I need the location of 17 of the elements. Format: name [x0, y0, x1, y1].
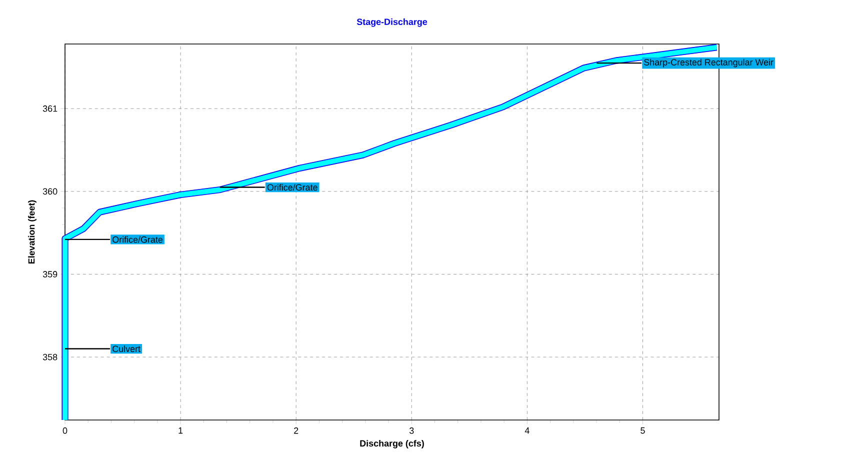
x-tick-label: 1 — [178, 427, 183, 434]
y-tick-label: 361 — [42, 105, 58, 112]
annotation: Sharp-Crested Rectangular Weir — [644, 58, 774, 68]
y-tick-label: 359 — [42, 271, 58, 278]
y-axis-title: Elevation (feet) — [28, 200, 36, 264]
annotation: Culvert — [112, 345, 140, 352]
x-tick-label: 2 — [294, 427, 298, 434]
y-tick-label: 360 — [42, 188, 58, 195]
x-tick-label: 0 — [62, 427, 68, 434]
y-tick-label: 358 — [42, 354, 58, 360]
x-tick-label: 5 — [640, 427, 645, 434]
x-axis-title: Discharge (cfs) — [360, 440, 424, 448]
x-tick-label: 3 — [409, 427, 414, 434]
annotation: Orifice/Grate — [267, 184, 318, 191]
annotation: Orifice/Grate — [112, 236, 163, 243]
x-tick-label: 4 — [524, 427, 530, 434]
chart-title: Stage-Discharge — [356, 18, 428, 27]
